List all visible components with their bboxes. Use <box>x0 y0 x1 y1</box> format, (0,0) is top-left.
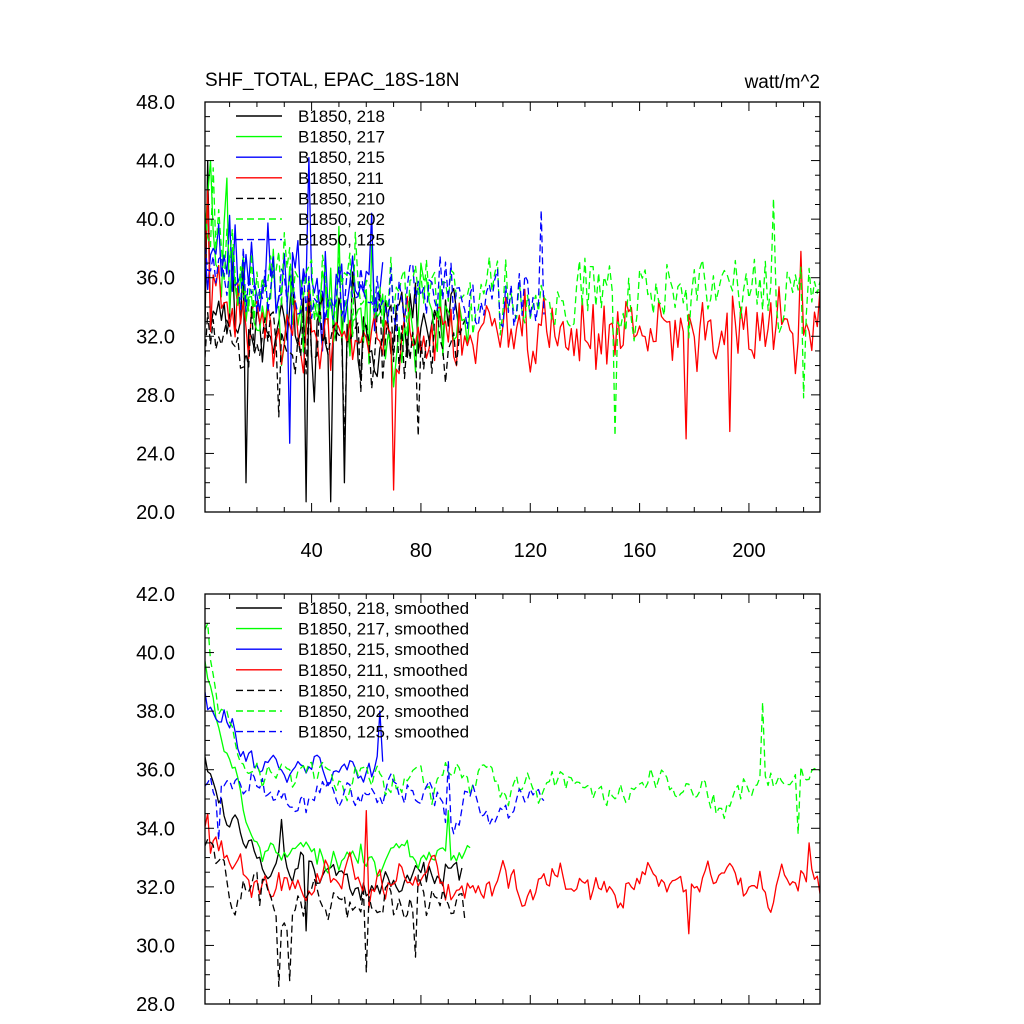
legend-label: B1850, 215, smoothed <box>298 640 469 659</box>
y-tick-label: 40.0 <box>136 643 175 665</box>
y-tick-label: 34.0 <box>136 818 175 840</box>
series-line-b1850-215-smoothed <box>205 692 384 787</box>
y-tick-label: 28.0 <box>136 385 175 407</box>
legend-label: B1850, 218 <box>298 107 385 126</box>
series-line-b1850-217-smoothed <box>205 661 471 878</box>
legend-label: B1850, 211, smoothed <box>298 661 468 680</box>
x-tick-label: 160 <box>623 540 656 562</box>
legend-label: B1850, 211 <box>298 169 384 188</box>
y-tick-label: 20.0 <box>136 502 175 524</box>
series-line-b1850-210-smoothed <box>205 838 466 988</box>
legend-label: B1850, 202 <box>298 210 385 229</box>
y-tick-label: 32.0 <box>136 877 175 899</box>
x-tick-label: 80 <box>410 540 432 562</box>
x-tick-label: 200 <box>732 540 765 562</box>
legend-label: B1850, 215 <box>298 148 385 167</box>
legend-label: B1850, 202, smoothed <box>298 702 469 721</box>
series-line-b1850-215 <box>205 156 384 444</box>
y-tick-label: 32.0 <box>136 326 175 348</box>
series-line-b1850-125 <box>205 209 545 332</box>
y-tick-label: 38.0 <box>136 701 175 723</box>
legend-label: B1850, 217, smoothed <box>298 620 469 639</box>
legend-label: B1850, 217 <box>298 128 385 147</box>
y-tick-label: 36.0 <box>136 760 175 782</box>
y-tick-label: 30.0 <box>136 935 175 957</box>
legend-label: B1850, 125 <box>298 231 385 250</box>
series-line-b1850-202-smoothed <box>205 622 820 835</box>
x-tick-label: 120 <box>514 540 547 562</box>
series-line-b1850-125-smoothed <box>205 760 545 841</box>
series-line-b1850-202 <box>205 167 820 437</box>
x-tick-label: 40 <box>300 540 322 562</box>
y-tick-label: 28.0 <box>136 994 175 1016</box>
legend-label: B1850, 125, smoothed <box>298 723 469 742</box>
y-tick-label: 48.0 <box>136 92 175 114</box>
series-line-b1850-218-smoothed <box>205 756 463 932</box>
legend-label: B1850, 210, smoothed <box>298 681 469 700</box>
y-tick-label: 36.0 <box>136 268 175 290</box>
y-tick-label: 24.0 <box>136 443 175 465</box>
bottom-panel-smoothed: 28.0 30.0 32.0 34.0 36.0 38.0 40.0 42.0 B1850, … <box>136 584 821 1016</box>
legend-label: B1850, 218, smoothed <box>298 599 469 618</box>
top-panel-timeseries: SHF_TOTAL, EPAC_18S-18N watt/m^2 20.0 24.… <box>136 70 821 562</box>
legend: B1850, 218, smoothed B1850, 217, smoothed… <box>236 599 469 742</box>
series-line-b1850-210 <box>205 291 466 443</box>
legend-label: B1850, 210 <box>298 189 385 208</box>
y-tick-label: 40.0 <box>136 209 175 231</box>
series-line-b1850-211 <box>205 189 820 491</box>
y-tick-label: 44.0 <box>136 151 175 173</box>
y-tick-label: 42.0 <box>136 584 175 606</box>
units-label: watt/m^2 <box>744 72 820 93</box>
chart-title: SHF_TOTAL, EPAC_18S-18N <box>205 70 460 91</box>
